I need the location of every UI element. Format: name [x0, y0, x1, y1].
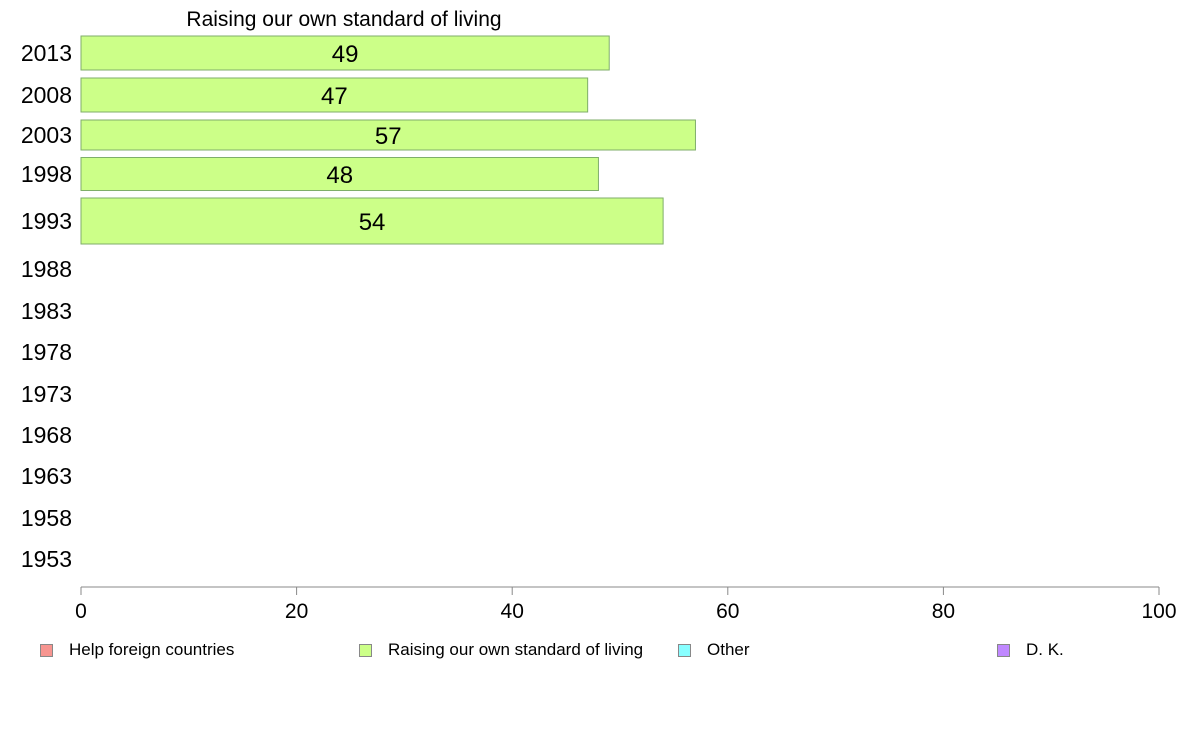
category-label-1953: 1953 — [21, 546, 72, 572]
legend-label: Raising our own standard of living — [388, 640, 644, 659]
legend-label: D. K. — [1026, 640, 1064, 659]
data-label-1993: 54 — [359, 209, 386, 236]
legend-item-raising-standard: Raising our own standard of living — [359, 640, 643, 660]
category-label-2008: 2008 — [21, 82, 72, 108]
x-axis: 0 20 40 60 80 100 — [75, 586, 1177, 623]
bar-2008 — [80, 77, 589, 113]
category-label-1978: 1978 — [21, 339, 72, 365]
category-label-1963: 1963 — [21, 463, 72, 489]
category-label-1958: 1958 — [21, 505, 72, 531]
category-label-1998: 1998 — [21, 161, 72, 187]
x-tick-label-20: 20 — [285, 600, 308, 623]
legend-label: Other — [707, 640, 750, 659]
legend-label: Help foreign countries — [69, 640, 235, 659]
x-tick-label-40: 40 — [501, 600, 524, 623]
category-label-2003: 2003 — [21, 122, 72, 148]
category-label-1968: 1968 — [21, 422, 72, 448]
data-label-2003: 57 — [375, 123, 402, 150]
bar-2013 — [80, 35, 610, 71]
chart-title: Raising our own standard of living — [186, 8, 501, 31]
legend-swatch-cyan — [678, 643, 691, 657]
legend-swatch-red — [40, 643, 53, 657]
bar-1998 — [80, 157, 599, 191]
category-label-1973: 1973 — [21, 381, 72, 407]
bar-1993 — [80, 197, 664, 245]
data-label-2013: 49 — [332, 41, 359, 68]
x-tick-label-0: 0 — [75, 600, 87, 623]
category-label-2013: 2013 — [21, 40, 72, 66]
legend-item-other: Other — [678, 640, 750, 660]
legend-swatch-green — [359, 643, 372, 657]
category-label-1993: 1993 — [21, 208, 72, 234]
data-label-2008: 47 — [321, 83, 348, 110]
legend-swatch-purple — [997, 643, 1010, 657]
category-label-1988: 1988 — [21, 256, 72, 282]
bar-2003 — [80, 119, 696, 151]
x-tick-label-100: 100 — [1141, 600, 1176, 623]
x-tick-label-80: 80 — [932, 600, 955, 623]
x-tick-label-60: 60 — [716, 600, 739, 623]
legend-item-dk: D. K. — [997, 640, 1064, 660]
category-label-1983: 1983 — [21, 298, 72, 324]
bar-chart: Raising our own standard of living 2013 2… — [21, 8, 1177, 623]
legend: Help foreign countries Raising our own s… — [0, 640, 1188, 664]
data-label-1998: 48 — [326, 162, 353, 189]
legend-item-help-foreign-countries: Help foreign countries — [40, 640, 234, 660]
